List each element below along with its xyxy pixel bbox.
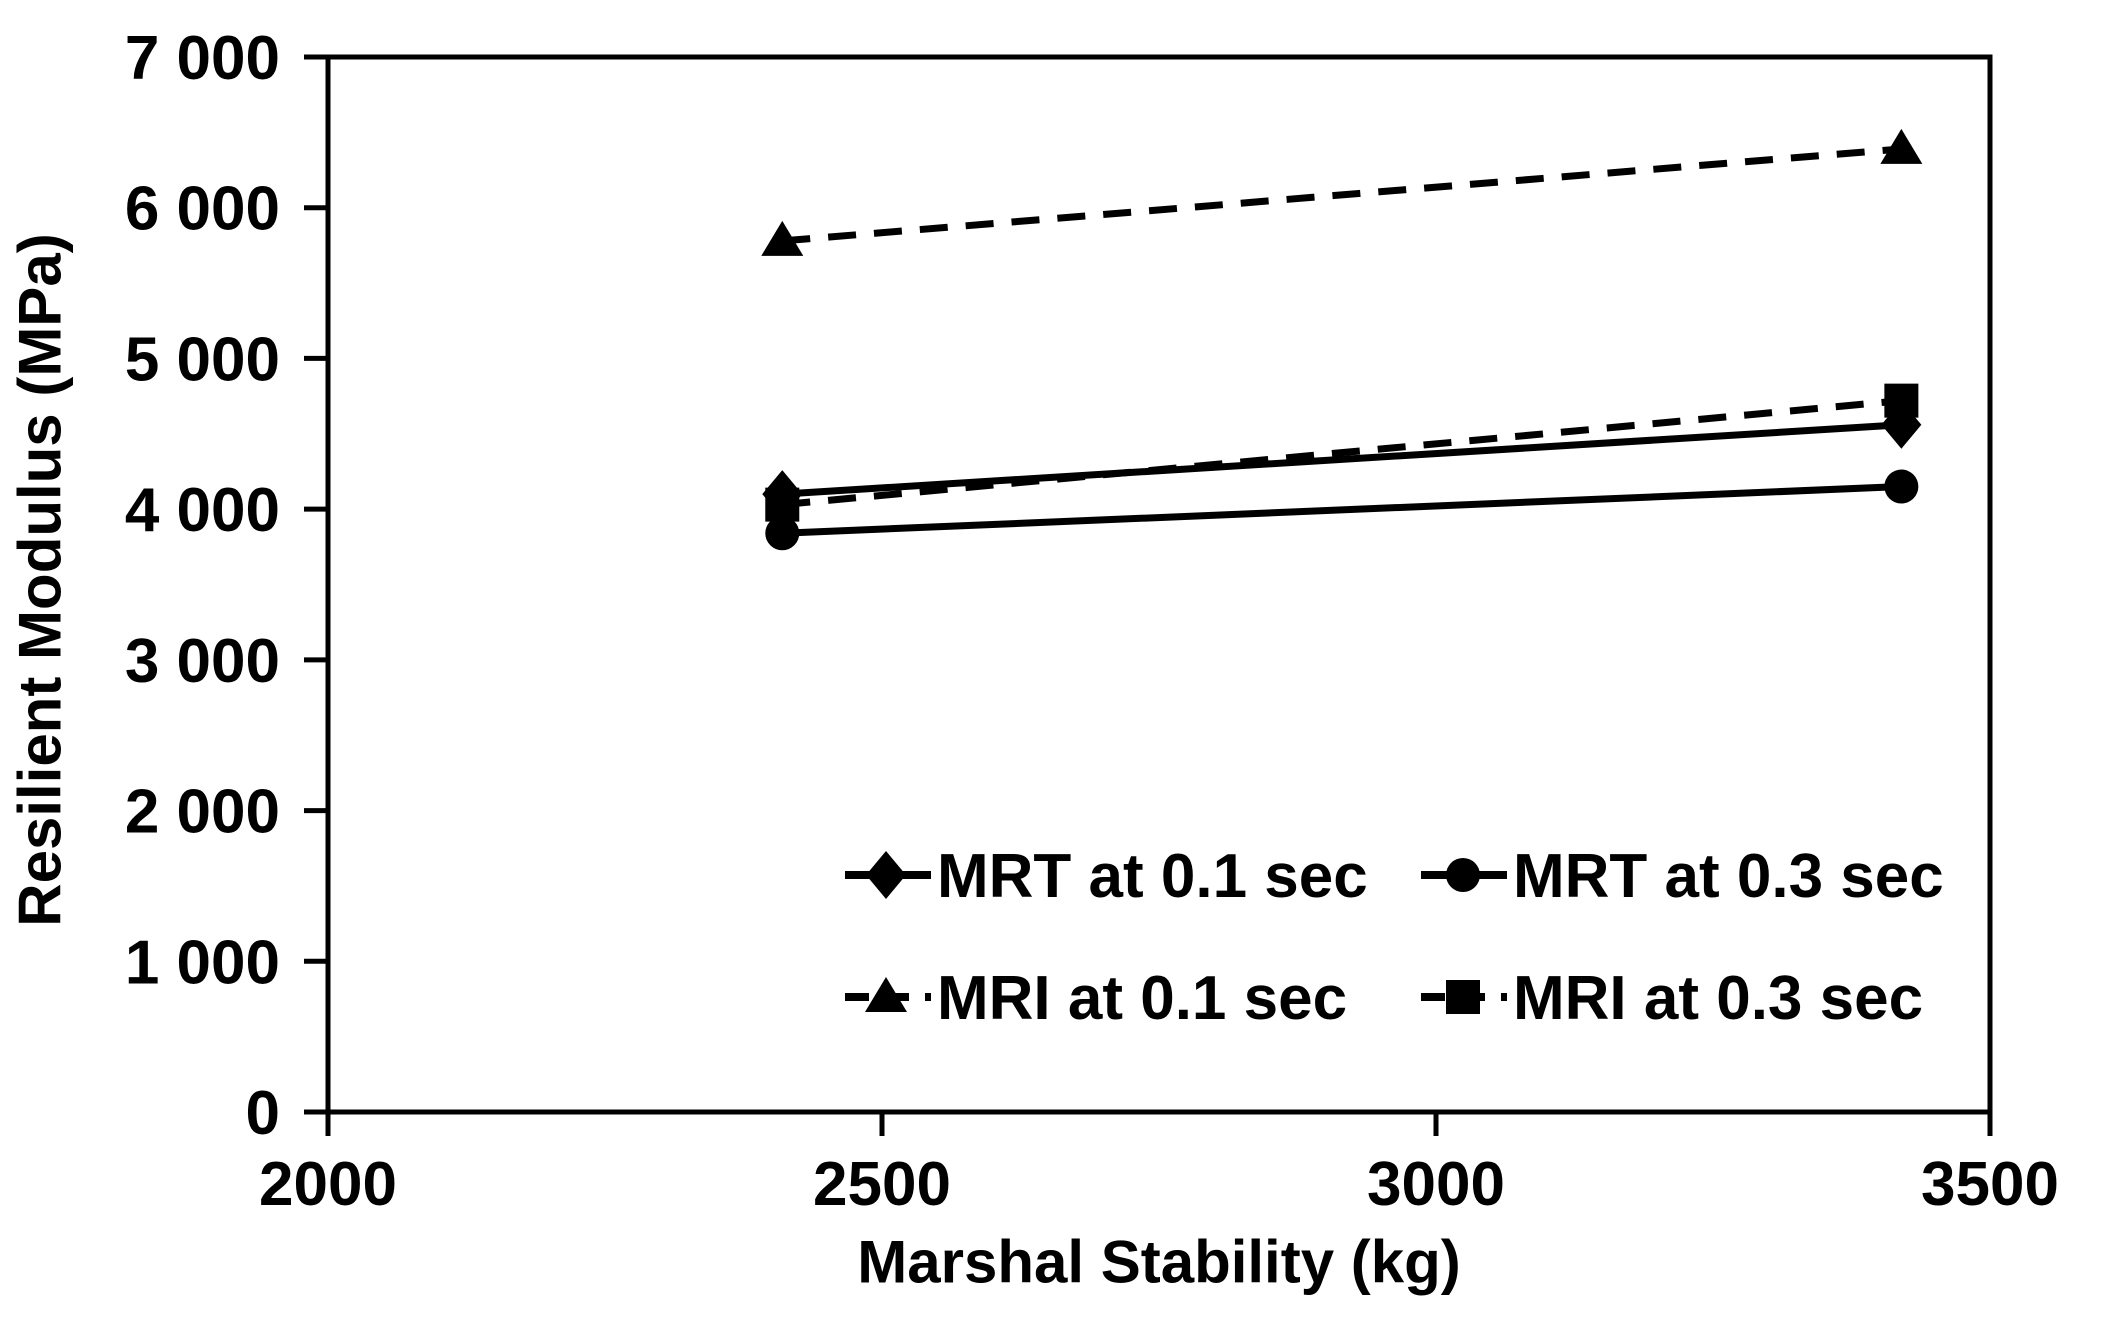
series-marker-mri-at-0-1-sec [761,220,804,256]
x-tick-label: 3500 [1921,1150,2059,1219]
legend-label-mri-at-0-1-sec: MRI at 0.1 sec [937,964,1347,1033]
y-tick-label: 1 000 [125,928,280,997]
series-line-mri-at-0-3-sec [781,397,1902,509]
y-tick-label: 0 [246,1079,280,1148]
series-line-mrt-at-0-1-sec [782,421,1902,498]
x-tick-label: 2500 [813,1150,951,1219]
legend-label-mrt-at-0-1-sec: MRT at 0.1 sec [937,842,1368,911]
series-marker-mrt-at-0-1-sec [1881,400,1922,449]
y-axis-title: Resilient Modulus (MPa) [6,233,74,927]
y-tick-label: 4 000 [125,476,280,545]
x-tick-label: 3000 [1367,1150,1505,1219]
legend-marker-mrt-at-0-3-sec [1446,858,1480,892]
y-tick-label: 6 000 [125,175,280,244]
plot-frame [325,54,1993,1115]
y-tick-label: 2 000 [125,778,280,847]
x-tick-label: 2000 [259,1150,397,1219]
series-marker-mrt-at-0-3-sec [1884,469,1919,504]
legend-label-mri-at-0-3-sec: MRI at 0.3 sec [1513,964,1923,1033]
y-tick-label: 3 000 [125,627,280,696]
series-line-mri-at-0-1-sec [781,145,1902,245]
y-tick-label: 7 000 [125,24,280,93]
series-line-mrt-at-0-3-sec [782,483,1902,537]
legend-marker-mri-at-0-3-sec [1446,980,1480,1014]
legend-marker-mrt-at-0-1-sec [866,851,906,899]
y-tick-label: 5 000 [125,325,280,394]
series-marker-mri-at-0-1-sec [1880,128,1923,164]
series-marker-mrt-at-0-1-sec [762,470,803,519]
legend-label-mrt-at-0-3-sec: MRT at 0.3 sec [1513,842,1944,911]
series-marker-mrt-at-0-3-sec [765,516,800,551]
x-axis-title: Marshal Stability (kg) [857,1228,1461,1296]
legend-marker-mri-at-0-1-sec [865,977,907,1012]
